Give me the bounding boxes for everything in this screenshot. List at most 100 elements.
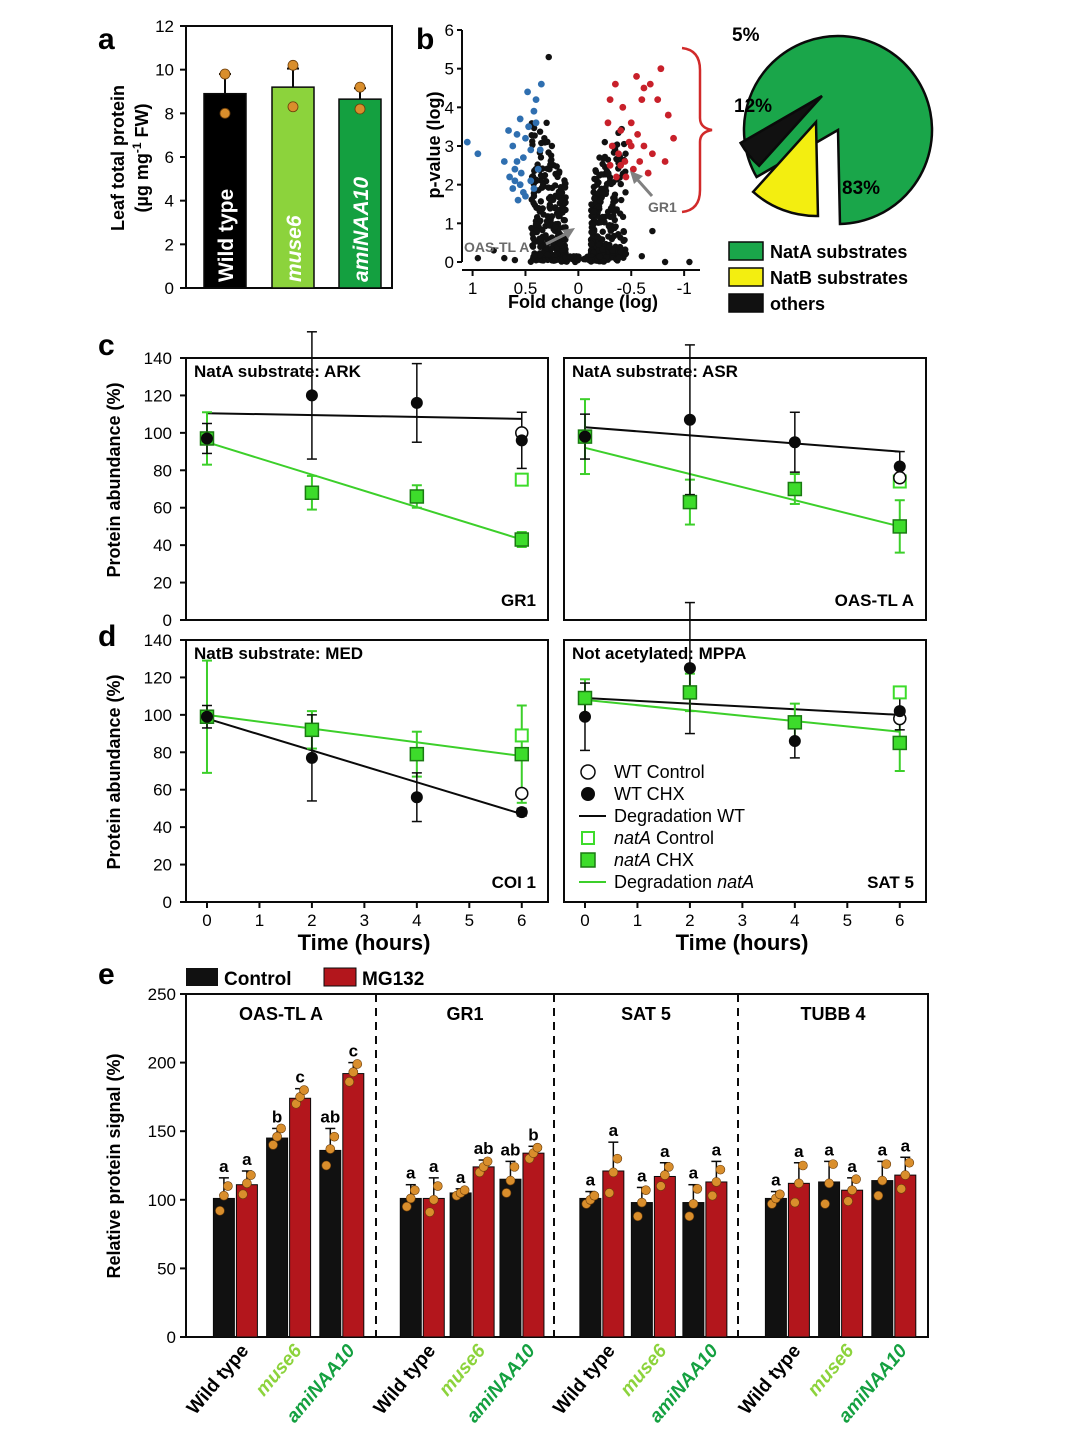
volcano-point-black <box>605 233 612 240</box>
legend-nata-chx-rest: CHX <box>651 850 694 870</box>
volcano-point-black <box>620 228 628 236</box>
volcano-point-red <box>638 96 646 103</box>
subplot-title: NatA substrate: ARK <box>194 362 362 381</box>
data-point-control <box>501 1188 512 1198</box>
wt-chx-marker <box>515 434 528 447</box>
wt-chx-marker <box>683 413 696 426</box>
panel-a-bar-label: amiNAA10 <box>350 177 373 282</box>
panel-c-subplot-frame <box>185 357 549 621</box>
data-point-control <box>409 1185 420 1195</box>
panel-a-data-point <box>287 59 299 71</box>
panel-b-xlabel: Fold change (log) <box>508 292 658 312</box>
panel-a-data-point <box>354 81 366 93</box>
data-point-mg132 <box>843 1196 853 1206</box>
volcano-point-black <box>598 171 605 178</box>
volcano-point-red <box>617 161 625 169</box>
bar-control <box>399 1197 422 1338</box>
data-point-mg132 <box>246 1170 256 1180</box>
panel-a-ylabel-line2: (µg mg-1 FW) <box>130 103 152 212</box>
volcano-point-black <box>561 184 569 191</box>
panel-a-leaf-protein-chart: Leaf total protein (µg mg-1 FW) 0 2 4 6 8 10 1… <box>108 17 393 298</box>
volcano-point-black <box>561 217 568 224</box>
volcano-point-black <box>529 141 536 149</box>
volcano-point-red <box>622 173 630 181</box>
volcano-point-black <box>617 180 624 188</box>
panel-a-bar <box>271 86 315 289</box>
legend-degradation-nata-italic: natA <box>717 872 754 892</box>
volcano-point-blue <box>519 154 527 162</box>
volcano-point-black <box>599 213 606 221</box>
volcano-point-red <box>617 127 625 134</box>
panel-c-ytick-label: 100 <box>144 424 172 443</box>
panel-d-xtick-label: 4 <box>412 911 421 930</box>
volcano-point-black <box>600 258 608 265</box>
panel-a-ytick-label: 0 <box>165 279 174 298</box>
nata-chx-marker <box>514 746 530 762</box>
data-point-control <box>688 1199 699 1209</box>
data-point-mg132 <box>612 1153 623 1164</box>
data-point-mg132 <box>344 1077 355 1087</box>
nata-chx-marker <box>514 532 530 547</box>
legend-nata-control-italic: natA <box>614 828 651 848</box>
panel-b-ylabel: p-value (log) <box>424 91 444 198</box>
data-point-control <box>401 1201 412 1212</box>
volcano-point-black <box>610 208 617 215</box>
legend-nata-chx-marker <box>580 852 596 868</box>
volcano-point-red <box>627 142 635 150</box>
volcano-point-blue <box>511 177 519 185</box>
data-point-mg132 <box>798 1160 808 1171</box>
data-point-control <box>775 1189 785 1200</box>
volcano-point-blue <box>513 131 521 138</box>
gr1-arrowhead <box>630 171 643 184</box>
volcano-point-black <box>551 257 559 264</box>
data-point-mg132 <box>424 1207 435 1217</box>
volcano-point-black <box>599 228 606 235</box>
group-title: SAT 5 <box>621 1004 671 1024</box>
volcano-point-black <box>545 149 552 156</box>
nata-chx-marker <box>682 685 698 700</box>
nata-chx-marker <box>787 715 803 730</box>
volcano-point-black <box>610 232 618 240</box>
significance-letter: a <box>689 1164 699 1183</box>
panel-d-xtick-label: 3 <box>738 911 747 930</box>
data-point-control <box>824 1178 834 1189</box>
degradation-wt-line <box>584 697 900 716</box>
volcano-point-black <box>590 189 597 196</box>
data-point-mg132 <box>428 1195 439 1205</box>
panel-a-ytick-label: 8 <box>165 104 174 123</box>
panel-b-xtick-label: -0.5 <box>617 279 646 298</box>
volcano-point-red <box>654 96 662 103</box>
wt-chx-marker <box>305 389 318 402</box>
volcano-point-black <box>537 236 544 244</box>
panel-c-ytick-label: 80 <box>153 461 172 480</box>
panel-c-ylabel: Protein abundance (%) <box>104 382 124 577</box>
nata-chx-marker <box>787 481 803 497</box>
volcano-point-black <box>582 256 589 263</box>
data-point-control <box>881 1159 892 1169</box>
data-point-mg132 <box>299 1085 309 1095</box>
panel-c-subplot-frame <box>563 357 927 621</box>
panel-a-data-point <box>287 101 299 113</box>
volcano-point-black <box>617 248 625 256</box>
data-point-mg132 <box>604 1188 615 1198</box>
panel-b-ytick-label: 2 <box>445 176 454 195</box>
significance-letter: a <box>660 1142 670 1161</box>
pie-label-nata: 83% <box>842 178 880 199</box>
wt-chx-marker <box>788 436 801 449</box>
bar-mg132 <box>705 1181 728 1338</box>
data-point-control <box>505 1175 516 1186</box>
panel-e-ytick-label: 250 <box>148 985 176 1004</box>
nata-chx-marker <box>892 519 908 534</box>
panel-b-xtick-label: 1 <box>468 279 477 298</box>
volcano-point-red <box>627 119 635 127</box>
data-point-mg132 <box>900 1170 911 1180</box>
panel-d-ytick-label: 100 <box>144 706 172 725</box>
bar-control <box>319 1149 342 1338</box>
bar-mg132 <box>289 1097 312 1338</box>
wt-chx-marker <box>578 430 591 443</box>
volcano-point-red <box>619 103 627 111</box>
volcano-point-black <box>554 206 562 214</box>
data-point-control <box>405 1193 416 1204</box>
volcano-point-red <box>615 150 622 158</box>
volcano-point-black <box>556 240 564 248</box>
